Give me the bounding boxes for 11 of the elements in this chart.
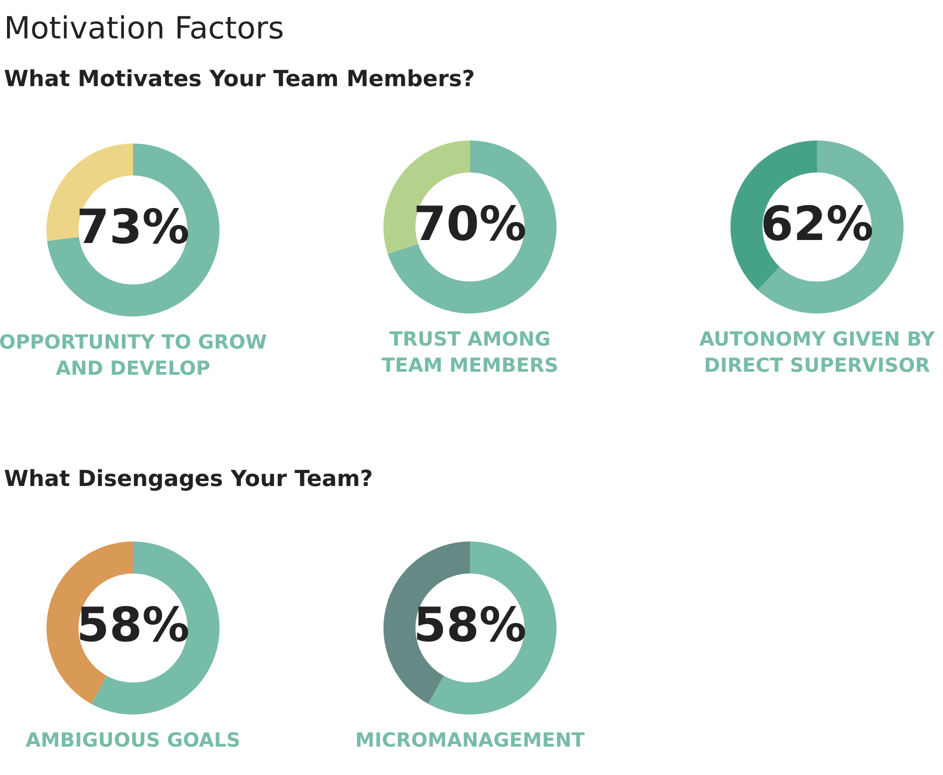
slice-label: MICROMANAGEMENT [357,732,585,747]
donut-slice [388,140,557,314]
slice-label: OPPORTUNITY TO GROW AND DEVELOP [0,334,266,376]
donut-slice [758,140,904,314]
chart-subtitle: What Motivates Your Team Members? [4,69,474,86]
donut-slice [47,143,220,317]
slice-label: AMBIGUOUS GOALS [26,732,239,747]
chart-subtitle: What Disengages Your Team? [4,469,372,491]
chart-title: Motivation Factors [7,15,283,39]
slice-label: AUTONOMY GIVEN BY DIRECT SUPERVISOR [699,331,935,372]
slice-label: TRUST AMONG TEAM MEMBERS [382,331,557,372]
